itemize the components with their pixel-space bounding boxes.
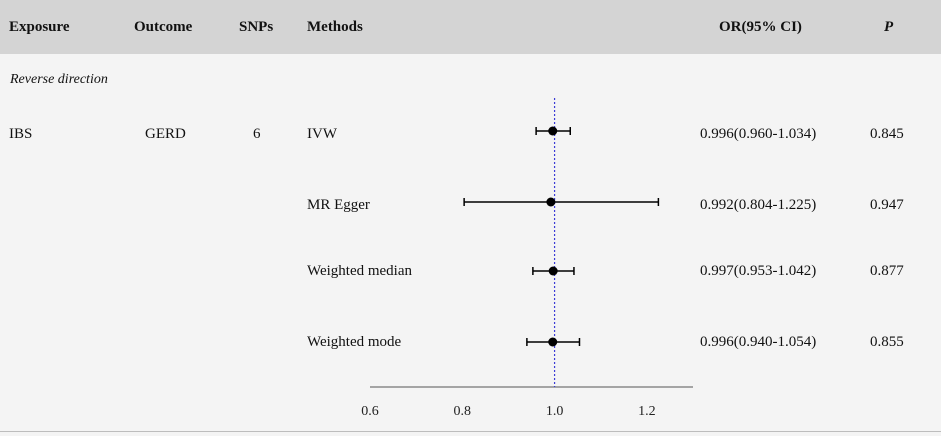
header-or-ci: OR(95% CI) <box>719 19 802 35</box>
or-ci-value: 0.996(0.940-1.054) <box>700 334 817 350</box>
method-label: IVW <box>307 126 337 142</box>
x-tick-label: 0.8 <box>454 404 472 419</box>
estimate-point <box>548 126 558 136</box>
group-exposure: IBS <box>9 126 33 142</box>
header-snps: SNPs <box>239 19 274 35</box>
header-outcome: Outcome <box>134 19 193 35</box>
header-methods: Methods <box>307 19 363 35</box>
x-tick-label: 0.6 <box>361 404 379 419</box>
table-header: Exposure Outcome SNPs Methods OR(95% CI)… <box>0 0 941 54</box>
header-exposure: Exposure <box>9 19 70 35</box>
p-value: 0.877 <box>870 263 904 279</box>
p-value: 0.947 <box>870 197 904 213</box>
x-tick-label: 1.0 <box>546 404 564 419</box>
method-label: Weighted median <box>307 263 413 279</box>
header-p: P <box>884 19 894 35</box>
group-snps: 6 <box>253 126 261 142</box>
p-value: 0.855 <box>870 334 904 350</box>
method-label: MR Egger <box>307 197 370 213</box>
or-ci-value: 0.996(0.960-1.034) <box>700 126 817 142</box>
method-label: Weighted mode <box>307 334 402 350</box>
or-ci-value: 0.992(0.804-1.225) <box>700 197 817 213</box>
p-value: 0.845 <box>870 126 904 142</box>
table-bottom-border <box>0 431 941 432</box>
section-label: Reverse direction <box>10 72 108 87</box>
x-tick-label: 1.2 <box>638 404 656 419</box>
estimate-point <box>546 197 556 207</box>
or-ci-value: 0.997(0.953-1.042) <box>700 263 817 279</box>
estimate-point <box>548 337 558 347</box>
estimate-point <box>548 266 558 276</box>
group-outcome: GERD <box>145 126 186 142</box>
